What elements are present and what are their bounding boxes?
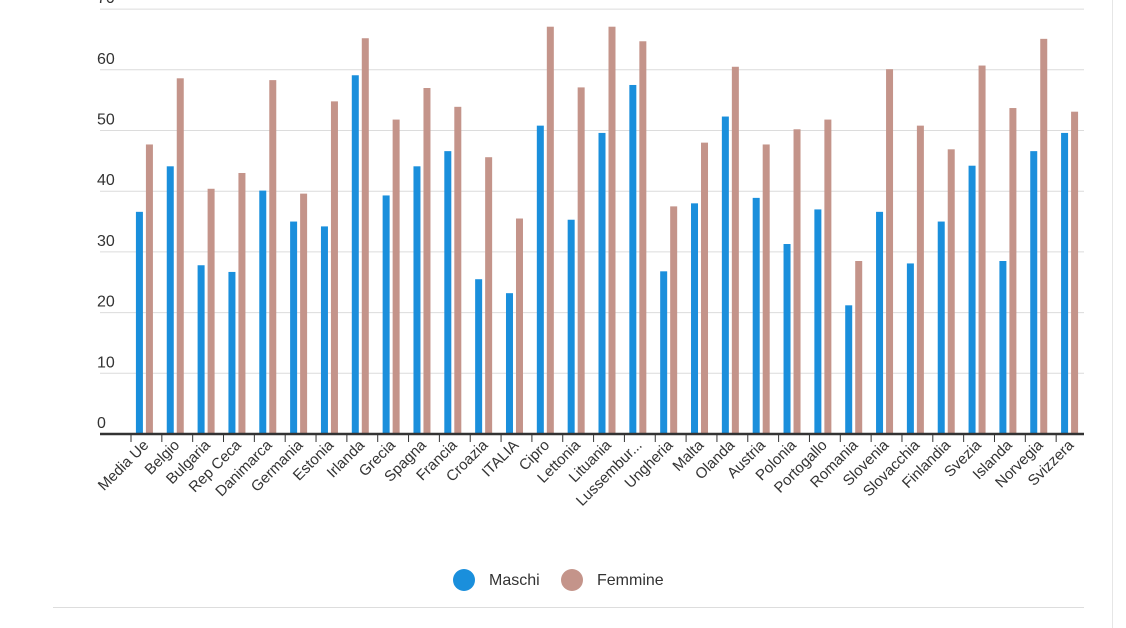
bar-maschi [968,165,976,434]
bar-femmine [731,66,739,434]
bar-femmine [639,41,647,435]
bar-femmine [300,193,308,434]
y-tick-label: 40 [97,172,115,189]
bar-maschi [906,263,914,434]
bar-maschi [1030,151,1038,434]
legend-swatch-maschi [453,569,475,591]
bar-maschi [660,271,668,434]
bar-femmine [176,78,184,434]
bar-femmine [423,88,431,434]
footer-divider [53,607,1084,608]
bar-femmine [608,26,616,434]
bar-maschi [1061,132,1069,435]
bar-femmine [515,218,523,434]
bar-femmine [238,172,246,435]
y-tick-label: 20 [97,294,115,311]
bar-maschi [598,132,606,435]
bar-maschi [999,261,1007,434]
y-tick-label: 60 [97,51,115,68]
bar-maschi [783,244,791,434]
y-tick-label: 50 [97,112,115,129]
bar-maschi [505,293,513,434]
bar-femmine [145,144,153,434]
bar-femmine [546,26,554,434]
bar-maschi [320,226,328,434]
bar-femmine [886,69,894,435]
bar-femmine [855,261,863,434]
bar-maschi [444,151,452,434]
bar-femmine [577,87,585,434]
y-tick-label: 30 [97,233,115,250]
legend-label-maschi: Maschi [489,572,540,589]
bar-maschi [197,265,205,434]
bar-femmine [947,149,955,434]
bar-femmine [485,157,493,434]
bar-femmine [361,38,369,435]
y-tick-label: 70 [97,0,115,7]
bar-femmine [392,119,400,434]
bar-femmine [1009,108,1017,434]
legend-label-femmine: Femmine [597,572,664,589]
bar-femmine [978,65,986,435]
bar-maschi [228,271,236,434]
bar-maschi [413,166,421,435]
bar-femmine [670,206,678,434]
bar-maschi [166,166,174,435]
bar-maschi [721,116,729,434]
bar-maschi [876,211,884,434]
bar-femmine [793,129,801,434]
bar-maschi [567,219,575,434]
bar-femmine [1071,111,1079,435]
bar-femmine [824,119,832,434]
bar-maschi [937,221,945,434]
y-tick-label: 0 [97,415,106,432]
bar-maschi [259,190,267,434]
bar-maschi [536,125,544,435]
bar-femmine [916,125,924,435]
bar-femmine [762,144,770,434]
bar-femmine [701,142,709,434]
bar-maschi [814,209,822,434]
bar-maschi [475,279,483,434]
bar-maschi [752,197,760,434]
bar-femmine [454,106,462,435]
bar-maschi [629,84,637,434]
bar-maschi [135,211,143,434]
bar-maschi [382,195,390,434]
bar-maschi [290,221,298,434]
bar-femmine [207,188,215,434]
legend-swatch-femmine [561,569,583,591]
bar-maschi [351,75,359,434]
y-tick-label: 10 [97,354,115,371]
bar-femmine [1040,38,1048,435]
page-edge-divider [1112,0,1113,628]
bar-femmine [269,80,277,434]
bar-maschi [691,203,699,434]
bar-femmine [330,101,338,434]
bar-maschi [845,305,853,434]
